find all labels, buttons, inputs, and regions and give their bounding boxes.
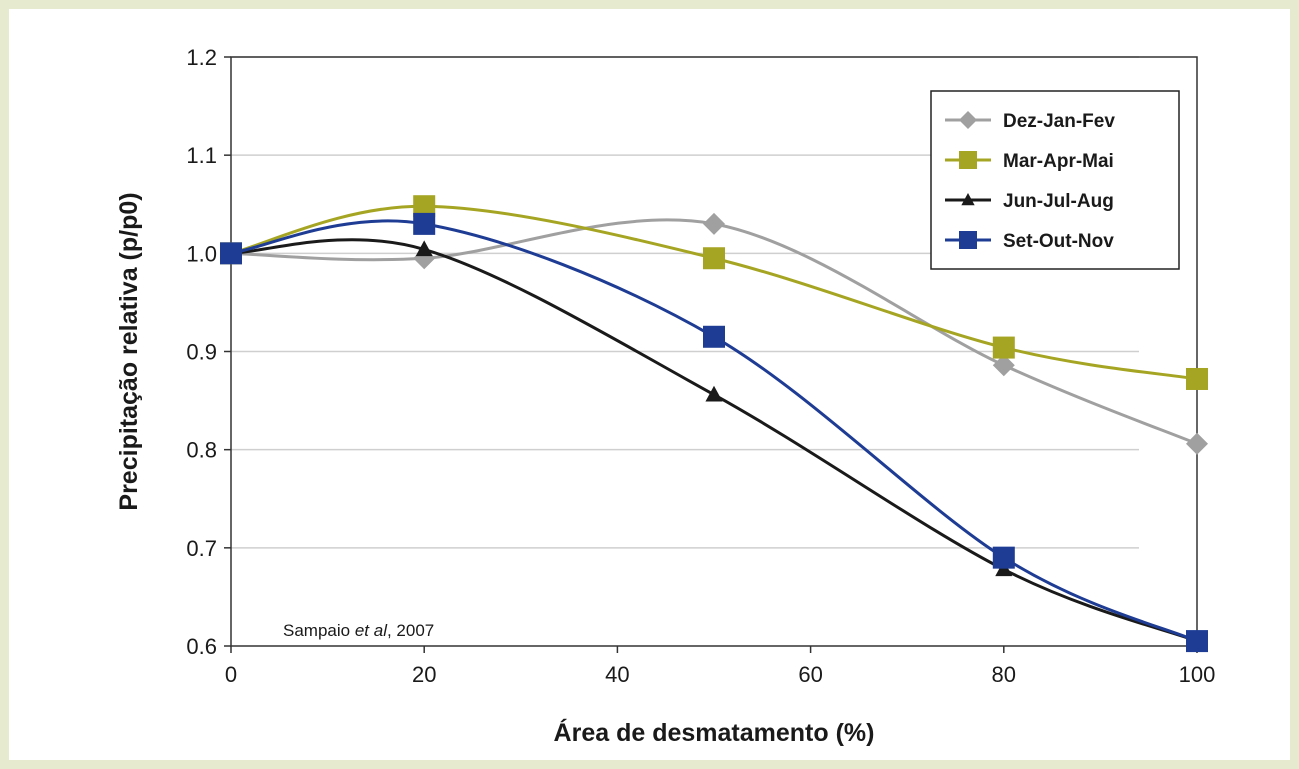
data-point [703,212,725,235]
legend-label: Jun-Jul-Aug [1003,191,1114,212]
data-point [1186,367,1208,390]
legend-swatch-marker [959,151,977,169]
y-tick-label: 1.2 [186,45,217,70]
legend-item: Set-Out-Nov [945,231,1114,252]
data-point [413,212,436,235]
source-author: Sampaio [283,621,350,640]
y-tick-label: 0.7 [186,536,217,561]
data-point [992,546,1015,569]
legend: Dez-Jan-Fev Mar-Apr-Mai Jun-Jul-Aug Set-Out… [930,90,1180,270]
series-set-out-nov [220,212,1208,653]
y-tick-label: 0.8 [186,438,217,463]
data-point [1186,630,1208,653]
source-etal: et al [355,621,388,640]
y-tick-label: 0.9 [186,340,217,365]
series-layer [220,195,1208,653]
data-point [705,385,723,402]
y-tick-label: 0.6 [186,634,217,659]
x-tick-label: 60 [798,662,822,687]
source-note: Sampaio et al, 2007 [283,621,434,640]
x-tick-label: 100 [1179,662,1216,687]
legend-item: Jun-Jul-Aug [945,191,1114,212]
x-tick-label: 80 [992,662,1016,687]
y-axis-ticks: 0.6 0.7 0.8 0.9 1.0 1.1 1.2 [186,45,231,659]
legend-label: Dez-Jan-Fev [1003,111,1115,132]
legend-label: Set-Out-Nov [1003,231,1114,252]
legend-label: Mar-Apr-Mai [1003,151,1114,172]
data-point [220,242,242,265]
legend-item: Mar-Apr-Mai [945,151,1114,172]
line-chart: 0.6 0.7 0.8 0.9 1.0 1.1 1.2 0 20 40 60 80 100 Preci… [9,9,1290,760]
x-axis-title: Área de desmatamento (%) [554,718,875,747]
source-year: , 2007 [387,621,434,640]
data-point [703,325,725,348]
data-point [703,247,725,270]
x-tick-label: 40 [605,662,629,687]
data-point [415,240,433,257]
legend-swatch-marker [961,193,975,206]
data-point [992,354,1015,377]
x-tick-label: 0 [225,662,237,687]
y-axis-title: Precipitação relativa (p/p0) [115,192,143,510]
y-tick-label: 1.1 [186,143,217,168]
y-tick-label: 1.0 [186,241,217,266]
data-point [413,195,436,218]
legend-swatch-marker [959,111,977,129]
legend-swatch-marker [959,231,977,249]
data-point [1186,432,1208,455]
data-point [992,336,1015,359]
legend-item: Dez-Jan-Fev [945,111,1115,132]
x-axis-ticks: 0 20 40 60 80 100 [225,646,1215,687]
x-tick-label: 20 [412,662,436,687]
